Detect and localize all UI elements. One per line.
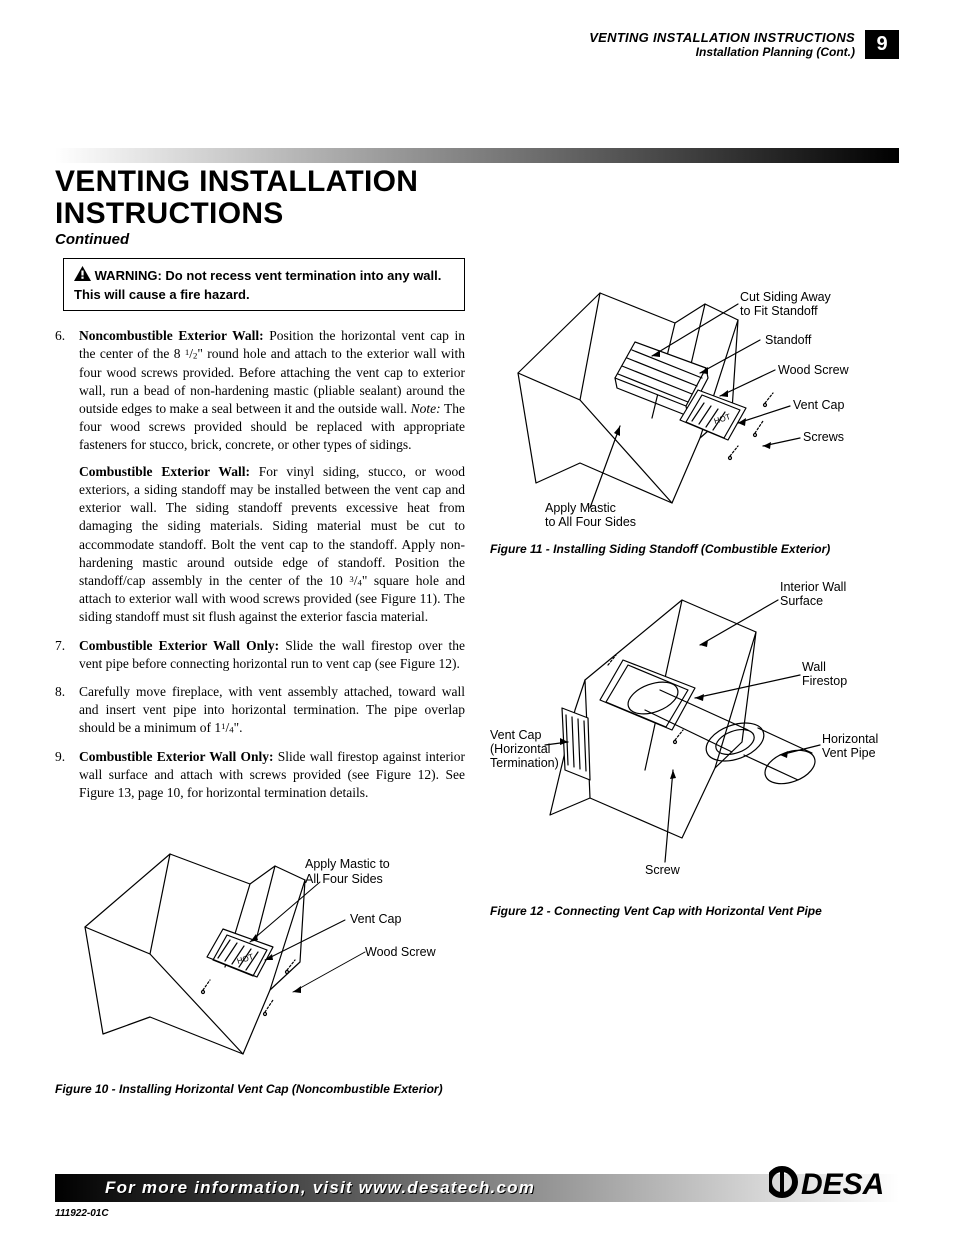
header-title: VENTING INSTALLATION INSTRUCTIONS (589, 30, 855, 45)
step-paragraph: Carefully move fireplace, with vent asse… (79, 683, 465, 738)
warning-prefix: WARNING: (95, 268, 162, 283)
fig12-label-ventcap: Vent Cap(HorizontalTermination) (490, 728, 570, 771)
document-code: 111922-01C (55, 1208, 109, 1219)
fig11-label-screws: Screws (803, 430, 844, 444)
step-item: 8.Carefully move fireplace, with vent as… (55, 683, 465, 738)
step-body: Noncombustible Exterior Wall: Position t… (79, 327, 465, 627)
figure-10-caption: Figure 10 - Installing Horizontal Vent C… (55, 1082, 465, 1098)
fig11-label-mastic: Apply Masticto All Four Sides (545, 501, 665, 530)
fig10-label-screw: Wood Screw (365, 945, 436, 959)
step-paragraph: Combustible Exterior Wall Only: Slide th… (79, 637, 465, 673)
step-body: Combustible Exterior Wall Only: Slide th… (79, 637, 465, 673)
step-item: 9.Combustible Exterior Wall Only: Slide … (55, 748, 465, 803)
step-list: 6.Noncombustible Exterior Wall: Position… (55, 327, 465, 802)
warning-icon (74, 266, 91, 286)
page-number: 9 (865, 30, 899, 59)
main-title-line1: VENTING INSTALLATION (55, 166, 418, 198)
step-item: 7.Combustible Exterior Wall Only: Slide … (55, 637, 465, 673)
fig11-label-cut: Cut Siding Awayto Fit Standoff (740, 290, 860, 319)
fig10-label-ventcap: Vent Cap (350, 912, 401, 926)
figure-10: HOT Apply Mastic toAll Four Sides (55, 812, 465, 1082)
fig11-label-standoff: Standoff (765, 333, 811, 347)
svg-text:DESA: DESA (801, 1168, 884, 1200)
step-paragraph: Noncombustible Exterior Wall: Position t… (79, 327, 465, 455)
step-number: 9. (55, 748, 79, 803)
right-column: HOT Cut Siding Awayto Fit Standoff (490, 258, 899, 1098)
figure-11-caption: Figure 11 - Installing Siding Standoff (… (490, 542, 899, 558)
step-body: Carefully move fireplace, with vent asse… (79, 683, 465, 738)
warning-box: WARNING: Do not recess vent termination … (63, 258, 465, 311)
fig12-label-interior: Interior WallSurface (780, 580, 880, 609)
figure-12: Interior WallSurface WallFirestop Horizo… (490, 570, 899, 900)
main-title-line2: INSTRUCTIONS (55, 198, 418, 230)
header: VENTING INSTALLATION INSTRUCTIONS Instal… (589, 30, 899, 59)
step-paragraph: Combustible Exterior Wall Only: Slide wa… (79, 748, 465, 803)
step-item: 6.Noncombustible Exterior Wall: Position… (55, 327, 465, 627)
step-body: Combustible Exterior Wall Only: Slide wa… (79, 748, 465, 803)
subtitle-continued: Continued (55, 231, 418, 248)
step-number: 7. (55, 637, 79, 673)
title-gradient-bar (55, 148, 899, 163)
footer-text: For more information, visit www.desatech… (105, 1178, 535, 1198)
fig12-label-screw: Screw (645, 863, 680, 877)
fig10-label-mastic: Apply Mastic toAll Four Sides (305, 857, 415, 886)
fig11-label-ventcap: Vent Cap (793, 398, 844, 412)
fig12-label-firestop: WallFirestop (802, 660, 882, 689)
header-subtitle: Installation Planning (Cont.) (589, 45, 855, 59)
step-paragraph: Combustible Exterior Wall: For vinyl sid… (79, 463, 465, 627)
step-number: 6. (55, 327, 79, 627)
desa-logo: DESA (769, 1164, 899, 1205)
figure-11: HOT Cut Siding Awayto Fit Standoff (490, 258, 899, 538)
step-number: 8. (55, 683, 79, 738)
figure-12-caption: Figure 12 - Connecting Vent Cap with Hor… (490, 904, 899, 920)
left-column: WARNING: Do not recess vent termination … (55, 258, 465, 1098)
fig12-label-horiz: HorizontalVent Pipe (822, 732, 902, 761)
fig11-label-screw: Wood Screw (778, 363, 849, 377)
